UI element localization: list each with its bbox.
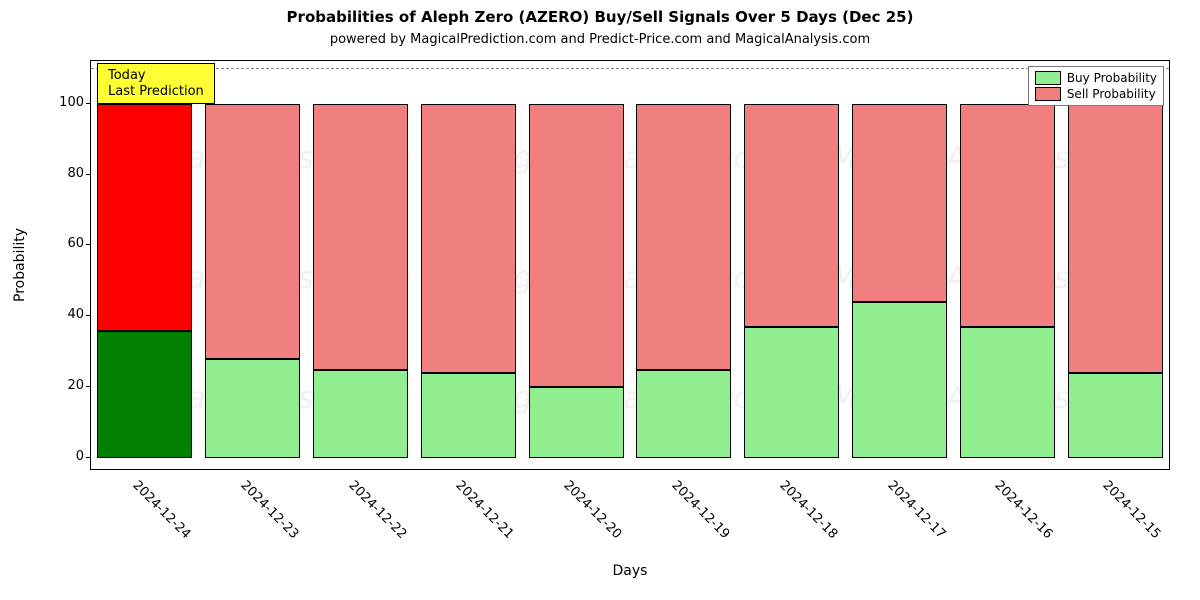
- buy-bar: [852, 302, 947, 458]
- bar-group: [313, 61, 408, 458]
- bar-group: [97, 61, 192, 458]
- y-tick-label: 20: [34, 378, 84, 393]
- sell-bar: [313, 104, 408, 370]
- legend: Buy Probability Sell Probability: [1028, 66, 1164, 106]
- buy-bar: [1068, 373, 1163, 458]
- chart-subtitle: powered by MagicalPrediction.com and Pre…: [0, 32, 1200, 47]
- y-tick-label: 40: [34, 307, 84, 322]
- buy-bar: [636, 370, 731, 459]
- bar-group: [421, 61, 516, 458]
- legend-item: Buy Probability: [1035, 71, 1157, 85]
- x-tick-label: 2024-12-24: [129, 478, 193, 542]
- y-tick-label: 60: [34, 236, 84, 251]
- sell-bar: [529, 104, 624, 388]
- x-axis-label: Days: [90, 563, 1170, 579]
- x-tick-label: 2024-12-19: [668, 478, 732, 542]
- sell-bar: [852, 104, 947, 303]
- legend-swatch: [1035, 71, 1061, 85]
- buy-bar: [421, 373, 516, 458]
- y-tick-mark: [86, 174, 90, 175]
- sell-bar: [205, 104, 300, 359]
- watermark: MagicalAnalysis.com: [469, 381, 781, 416]
- chart-container: Probabilities of Aleph Zero (AZERO) Buy/…: [0, 0, 1200, 600]
- y-tick-mark: [86, 103, 90, 104]
- buy-bar: [529, 387, 624, 458]
- y-tick-mark: [86, 457, 90, 458]
- x-tick-label: 2024-12-16: [992, 478, 1056, 542]
- y-tick-label: 0: [34, 449, 84, 464]
- y-tick-mark: [86, 244, 90, 245]
- buy-bar: [744, 327, 839, 458]
- today-annotation: TodayLast Prediction: [97, 63, 215, 104]
- x-tick-label: 2024-12-23: [237, 478, 301, 542]
- buy-bar: [313, 370, 408, 459]
- sell-bar: [97, 104, 192, 331]
- buy-bar: [205, 359, 300, 458]
- x-tick-label: 2024-12-21: [453, 478, 517, 542]
- annotation-line-1: Today: [108, 68, 204, 84]
- legend-label: Sell Probability: [1067, 87, 1156, 101]
- legend-swatch: [1035, 87, 1061, 101]
- x-tick-label: 2024-12-20: [560, 478, 624, 542]
- y-axis-label: Probability: [12, 228, 28, 302]
- legend-item: Sell Probability: [1035, 87, 1157, 101]
- buy-bar: [960, 327, 1055, 458]
- bar-group: [1068, 61, 1163, 458]
- x-tick-label: 2024-12-22: [345, 478, 409, 542]
- sell-bar: [1068, 104, 1163, 374]
- chart-title: Probabilities of Aleph Zero (AZERO) Buy/…: [0, 8, 1200, 26]
- bar-group: [205, 61, 300, 458]
- bar-group: [636, 61, 731, 458]
- bar-group: [744, 61, 839, 458]
- annotation-line-2: Last Prediction: [108, 84, 204, 100]
- x-tick-label: 2024-12-18: [776, 478, 840, 542]
- bar-group: [960, 61, 1055, 458]
- y-tick-mark: [86, 386, 90, 387]
- x-tick-label: 2024-12-15: [1099, 478, 1163, 542]
- sell-bar: [421, 104, 516, 374]
- watermark: MagicalAnalysis.com: [469, 141, 781, 176]
- buy-bar: [97, 331, 192, 459]
- bar-group: [529, 61, 624, 458]
- sell-bar: [744, 104, 839, 328]
- y-tick-label: 80: [34, 166, 84, 181]
- y-tick-mark: [86, 315, 90, 316]
- plot-area: MagicalAnalysis.com MagicalAnalysis.com Ma…: [90, 60, 1170, 470]
- x-tick-label: 2024-12-17: [884, 478, 948, 542]
- bar-group: [852, 61, 947, 458]
- sell-bar: [636, 104, 731, 370]
- y-tick-label: 100: [34, 95, 84, 110]
- watermark: MagicalAnalysis.com: [469, 261, 781, 296]
- sell-bar: [960, 104, 1055, 328]
- legend-label: Buy Probability: [1067, 71, 1157, 85]
